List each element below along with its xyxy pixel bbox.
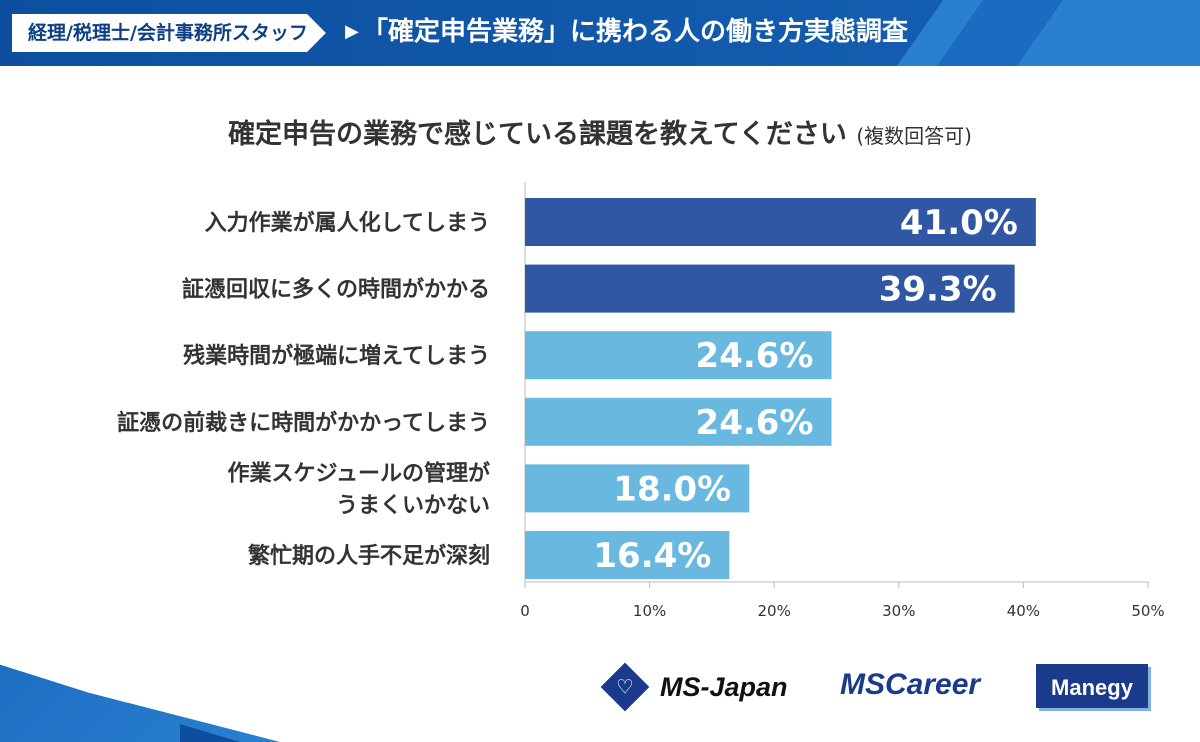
category-label: 残業時間が極端に増えてしまう (183, 343, 490, 369)
footer-stripe (0, 652, 280, 742)
ms-japan-logo: ♡ MS-Japan (600, 662, 788, 712)
chart-title-note: (複数回答可) (856, 124, 972, 148)
header-banner: 経理/税理士/会計事務所スタッフ ▶ 「確定申告業務」に携わる人の働き方実態調査 (0, 0, 1200, 66)
category-label: うまくいかない (336, 493, 490, 518)
x-tick-label: 40% (1007, 602, 1040, 620)
survey-title: 「確定申告業務」に携わる人の働き方実態調査 (362, 17, 909, 47)
x-tick-label: 10% (633, 602, 666, 620)
category-label: 入力作業が属人化してしまう (205, 210, 490, 236)
category-label: 証憑回収に多くの時間がかかる (182, 277, 490, 303)
bar-value-label: 41.0% (900, 203, 1018, 243)
x-tick-label: 20% (758, 602, 791, 620)
x-tick-label: 50% (1131, 602, 1164, 620)
chart-title: 確定申告の業務で感じている課題を教えてください (複数回答可) (0, 112, 1200, 151)
category-label: 証憑の前裁きに時間がかかってしまう (117, 410, 490, 436)
bar (525, 264, 1015, 313)
chart-title-main: 確定申告の業務で感じている課題を教えてください (228, 119, 847, 150)
ms-career-logo: MSCareer (840, 668, 981, 701)
category-label: 繁忙期の人手不足が深刻 (248, 543, 490, 569)
bar-value-label: 18.0% (613, 469, 731, 509)
x-tick-label: 0 (520, 602, 530, 620)
bar (525, 397, 832, 446)
survey-target-tag: 経理/税理士/会計事務所スタッフ (12, 14, 326, 52)
ms-japan-logo-text: MS-Japan (660, 671, 788, 702)
bar-chart: 0 10% 20% 30% 40% 50% 41.0% 入力作業が属人化してしまう 39.3% 証… (117, 182, 1165, 620)
ms-japan-mark-icon: ♡ (600, 662, 650, 712)
bar-value-label: 16.4% (593, 536, 711, 576)
bar (525, 464, 750, 513)
category-label: 作業スケジュールの管理が (228, 460, 490, 486)
bar (525, 198, 1036, 246)
bar (525, 531, 730, 579)
bar-value-label: 24.6% (696, 403, 814, 443)
bar-value-label: 24.6% (696, 336, 814, 376)
bar-value-label: 39.3% (879, 270, 997, 310)
x-tick-label: 30% (882, 602, 915, 620)
manegy-logo: Manegy (1036, 664, 1148, 708)
triangle-right-icon: ▶ (345, 21, 359, 42)
bar (525, 331, 832, 380)
